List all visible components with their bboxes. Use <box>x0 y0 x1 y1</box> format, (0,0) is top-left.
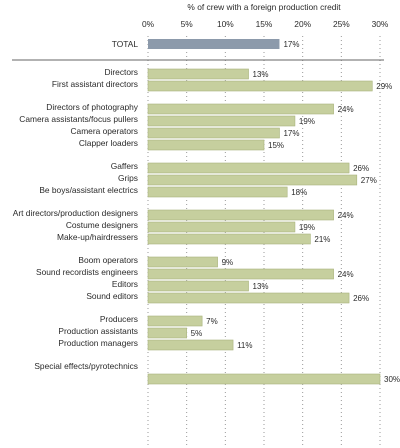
bar-value-label: 24% <box>338 211 354 220</box>
category-label: Directors <box>104 67 138 77</box>
bar <box>147 68 249 80</box>
bar-value-label: 19% <box>299 223 315 232</box>
category-label: Camera assistants/focus pullers <box>19 114 138 124</box>
bar <box>147 162 350 174</box>
category-label: Directors of photography <box>46 102 139 112</box>
bar <box>147 209 334 221</box>
bar <box>147 339 234 351</box>
bar-value-label: 7% <box>206 317 218 326</box>
bar <box>147 256 218 268</box>
bar <box>147 139 265 151</box>
bar-value-label: 24% <box>338 270 354 279</box>
category-label: Sound recordists engineers <box>36 267 138 277</box>
category-label: Art directors/production designers <box>13 208 138 218</box>
category-label: Gaffers <box>111 161 138 171</box>
category-label: Special effects/pyrotechnics <box>34 361 138 371</box>
bar <box>147 315 203 327</box>
x-axis-ticks: 0% 5% 10% 15% 20% 25% 30% <box>142 19 389 29</box>
bar-value-label: 26% <box>353 294 369 303</box>
category-label: Be boys/assistant electrics <box>39 185 138 195</box>
category-label: Grips <box>118 173 138 183</box>
bars <box>147 39 381 385</box>
category-label: Sound editors <box>86 291 138 301</box>
bar <box>147 174 358 186</box>
x-tick-label: 20% <box>294 19 311 29</box>
bar <box>147 233 311 245</box>
bar-value-label: 18% <box>291 188 307 197</box>
bar-value-label: 13% <box>253 70 269 79</box>
category-labels: TOTAL Directors First assistant directors D… <box>13 39 139 371</box>
bar <box>147 373 381 385</box>
x-tick-label: 0% <box>142 19 155 29</box>
x-tick-label: 5% <box>181 19 194 29</box>
bar-value-label: 21% <box>314 235 330 244</box>
category-label: Producers <box>100 314 138 324</box>
category-label: Costume designers <box>66 220 138 230</box>
category-label: Make-up/hairdressers <box>57 232 138 242</box>
x-tick-label: 10% <box>217 19 234 29</box>
category-label: Production assistants <box>58 326 138 336</box>
bar-value-label: 9% <box>222 258 234 267</box>
bar <box>147 186 288 198</box>
category-label: Editors <box>112 279 138 289</box>
category-label: Clapper loaders <box>79 138 138 148</box>
category-label: First assistant directors <box>52 79 138 89</box>
bar <box>147 115 296 127</box>
value-labels: 17%13%29%24%19%17%15%26%27%18%24%19%21%9… <box>191 40 400 384</box>
bar-value-label: 13% <box>253 282 269 291</box>
bar-value-label: 30% <box>384 375 400 384</box>
bar-value-label: 17% <box>283 129 299 138</box>
bar-value-label: 19% <box>299 117 315 126</box>
total-value-label: 17% <box>283 40 299 49</box>
bar <box>147 292 350 304</box>
bar <box>147 280 249 292</box>
chart-title: % of crew with a foreign production cred… <box>187 2 341 12</box>
x-tick-label: 30% <box>372 19 389 29</box>
bar-value-label: 11% <box>237 341 252 350</box>
bar-value-label: 27% <box>361 176 377 185</box>
bar <box>147 103 334 115</box>
total-bar <box>148 39 280 49</box>
total-label: TOTAL <box>112 39 139 49</box>
bar-value-label: 15% <box>268 141 284 150</box>
bar <box>147 221 296 233</box>
bar <box>147 268 334 280</box>
bar-value-label: 5% <box>191 329 203 338</box>
category-label: Production managers <box>58 338 138 348</box>
bar-value-label: 26% <box>353 164 369 173</box>
x-tick-label: 25% <box>333 19 350 29</box>
category-label: Boom operators <box>78 255 138 265</box>
category-label: Camera operators <box>71 126 139 136</box>
x-tick-label: 15% <box>256 19 273 29</box>
bar-value-label: 24% <box>338 105 354 114</box>
bar <box>147 80 373 92</box>
bar-value-label: 29% <box>376 82 392 91</box>
bar <box>147 327 187 339</box>
bar <box>147 127 280 139</box>
